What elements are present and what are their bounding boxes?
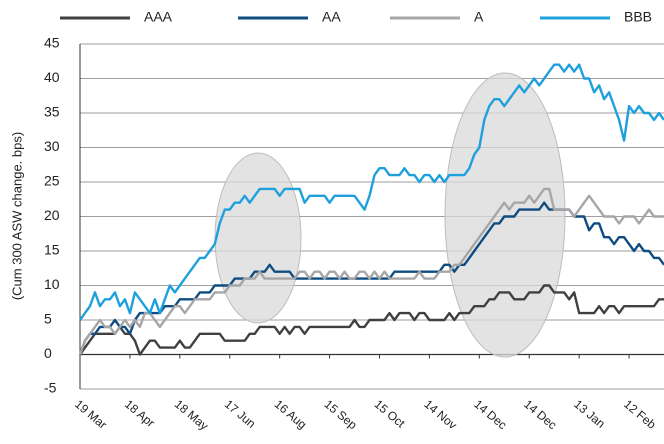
highlight-ellipse: [214, 152, 302, 324]
legend-label: A: [474, 9, 484, 25]
x-tick-label: 16 Aug: [272, 397, 310, 432]
x-tick-label: 18 May: [172, 397, 211, 433]
x-tick-label: 14 Nov: [421, 397, 459, 432]
y-tick-label: 10: [44, 276, 60, 292]
x-tick-label: 14 Dec: [471, 397, 509, 432]
y-tick-label: 0: [44, 345, 52, 361]
x-tick-label: 13 Jan: [571, 397, 608, 431]
legend-label: BBB: [624, 9, 652, 25]
x-tick-label: 19 Mar: [72, 397, 110, 432]
series-line: [79, 284, 664, 356]
y-tick-label: 30: [44, 138, 60, 154]
y-tick-label: 15: [44, 242, 60, 258]
y-tick-label: 45: [44, 35, 60, 51]
series-line: [78, 187, 664, 355]
legend-label: AA: [322, 9, 341, 25]
x-tick-label: 12 Feb: [621, 397, 659, 432]
y-axis-label: (Cum 300 ASW change. bps): [9, 132, 24, 300]
series-line: [78, 201, 664, 355]
x-tick-label: 15 Sep: [322, 397, 360, 432]
x-tick-label: 18 Apr: [122, 397, 158, 430]
x-tick-label: 14 Dec: [521, 397, 559, 432]
y-tick-label: 5: [44, 311, 52, 327]
y-tick-label: 25: [44, 173, 60, 189]
highlight-ellipse: [444, 72, 566, 358]
x-tick-label: 17 Jun: [222, 397, 259, 431]
x-tick-label: 15 Oct: [372, 397, 409, 431]
y-tick-label: -5: [44, 380, 57, 396]
y-tick-label: 35: [44, 104, 60, 120]
y-tick-label: 20: [44, 207, 60, 223]
y-tick-label: 40: [44, 69, 60, 85]
legend-label: AAA: [144, 9, 173, 25]
series-line: [79, 63, 664, 321]
